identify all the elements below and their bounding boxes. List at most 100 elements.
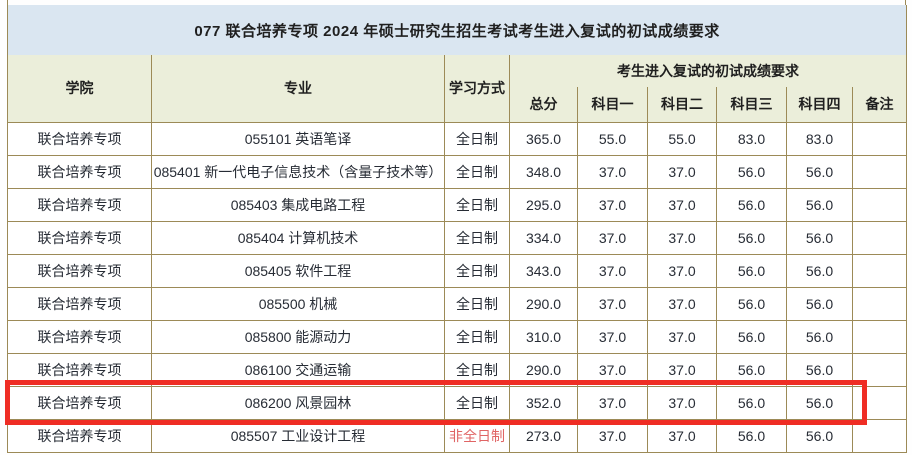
cell-note bbox=[851, 220, 908, 255]
header-row-2: 总分 科目一 科目二 科目三 科目四 备注 bbox=[8, 87, 908, 123]
cell-s3: 56.0 bbox=[716, 154, 787, 189]
cell-college: 联合培养专项 bbox=[7, 418, 152, 453]
cell-s1: 37.0 bbox=[577, 286, 648, 321]
cell-mode: 全日制 bbox=[444, 121, 510, 156]
cell-s2: 37.0 bbox=[647, 154, 717, 189]
cell-major: 085401 新一代电子信息技术（含量子技术等） bbox=[151, 154, 445, 189]
cell-mode: 非全日制 bbox=[444, 418, 510, 453]
score-group-header: 考生进入复试的初试成绩要求 bbox=[508, 55, 908, 87]
page-title: 077 联合培养专项 2024 年硕士研究生招生考试考生进入复试的初试成绩要求 bbox=[6, 5, 908, 55]
cell-s4: 56.0 bbox=[786, 154, 853, 189]
column-header-mode: 学习方式 bbox=[444, 55, 510, 123]
cell-s4: 56.0 bbox=[786, 418, 853, 453]
table-row-highlighted: 联合培养专项 086200 风景园林 全日制 352.0 37.0 37.0 56.0 56.… bbox=[7, 385, 908, 420]
cell-note bbox=[851, 319, 908, 354]
cell-s3: 56.0 bbox=[716, 253, 787, 288]
cell-major: 086100 交通运输 bbox=[151, 352, 445, 387]
cell-mode: 全日制 bbox=[444, 220, 510, 255]
column-header-college: 学院 bbox=[7, 55, 152, 123]
column-header-subject3: 科目三 bbox=[716, 87, 787, 123]
table-row: 联合培养专项 086100 交通运输 全日制 290.0 37.0 37.0 56.0 56.… bbox=[7, 352, 908, 387]
cell-note bbox=[851, 187, 908, 222]
cell-s2: 37.0 bbox=[647, 319, 717, 354]
cell-note bbox=[851, 418, 908, 453]
cell-s1: 37.0 bbox=[577, 352, 648, 387]
column-header-note: 备注 bbox=[851, 87, 908, 123]
cell-s4: 56.0 bbox=[786, 352, 853, 387]
cell-note bbox=[851, 352, 908, 387]
cell-mode: 全日制 bbox=[444, 187, 510, 222]
cell-total: 290.0 bbox=[509, 352, 578, 387]
cell-mode: 全日制 bbox=[444, 253, 510, 288]
cell-total: 365.0 bbox=[509, 121, 578, 156]
cell-s2: 37.0 bbox=[647, 286, 717, 321]
cell-total: 334.0 bbox=[509, 220, 578, 255]
cell-college: 联合培养专项 bbox=[7, 187, 152, 222]
table-outer-border-right bbox=[905, 0, 906, 6]
cell-s1: 37.0 bbox=[577, 319, 648, 354]
cell-total: 273.0 bbox=[509, 418, 578, 453]
cell-college: 联合培养专项 bbox=[7, 352, 152, 387]
cell-mode: 全日制 bbox=[444, 286, 510, 321]
cell-s1: 55.0 bbox=[577, 121, 648, 156]
cell-mode: 全日制 bbox=[444, 319, 510, 354]
cell-s1: 37.0 bbox=[577, 253, 648, 288]
table-row: 联合培养专项 055101 英语笔译 全日制 365.0 55.0 55.0 83.0 83.… bbox=[7, 121, 908, 156]
cell-major: 085403 集成电路工程 bbox=[151, 187, 445, 222]
cell-s2: 37.0 bbox=[647, 220, 717, 255]
table-row: 联合培养专项 085800 能源动力 全日制 310.0 37.0 37.0 56.0 56.… bbox=[7, 319, 908, 354]
cell-college: 联合培养专项 bbox=[7, 154, 152, 189]
cell-note bbox=[851, 286, 908, 321]
cell-s1: 37.0 bbox=[577, 418, 648, 453]
header-row-1: 学院 专业 学习方式 考生进入复试的初试成绩要求 bbox=[7, 55, 908, 123]
cell-s1: 37.0 bbox=[577, 154, 648, 189]
cell-total: 295.0 bbox=[509, 187, 578, 222]
cell-s4: 56.0 bbox=[786, 319, 853, 354]
cell-major: 085507 工业设计工程 bbox=[151, 418, 445, 453]
cell-s3: 56.0 bbox=[716, 187, 787, 222]
cell-college: 联合培养专项 bbox=[7, 220, 152, 255]
cell-college: 联合培养专项 bbox=[7, 253, 152, 288]
cell-mode: 全日制 bbox=[444, 385, 510, 420]
cell-s3: 56.0 bbox=[716, 220, 787, 255]
cell-s2: 37.0 bbox=[647, 187, 717, 222]
cell-s2: 37.0 bbox=[647, 253, 717, 288]
cell-s3: 56.0 bbox=[716, 319, 787, 354]
cell-s4: 56.0 bbox=[786, 187, 853, 222]
cell-s4: 56.0 bbox=[786, 253, 853, 288]
cell-s1: 37.0 bbox=[577, 385, 648, 420]
table-body: 联合培养专项 055101 英语笔译 全日制 365.0 55.0 55.0 83.0 83.… bbox=[7, 121, 908, 453]
cell-major: 085405 软件工程 bbox=[151, 253, 445, 288]
column-header-major: 专业 bbox=[151, 55, 445, 123]
cell-note bbox=[851, 121, 908, 156]
column-header-total: 总分 bbox=[509, 87, 578, 123]
cell-total: 290.0 bbox=[509, 286, 578, 321]
table-row: 联合培养专项 085500 机械 全日制 290.0 37.0 37.0 56.0 56.0 bbox=[7, 286, 908, 321]
table-row: 联合培养专项 085401 新一代电子信息技术（含量子技术等） 全日制 348.0 37… bbox=[7, 154, 908, 189]
cell-s4: 56.0 bbox=[786, 385, 853, 420]
cell-major: 055101 英语笔译 bbox=[151, 121, 445, 156]
cell-s2: 37.0 bbox=[647, 418, 717, 453]
table-outer-border-left bbox=[7, 0, 8, 6]
cell-s4: 56.0 bbox=[786, 220, 853, 255]
cell-mode: 全日制 bbox=[444, 352, 510, 387]
table-row: 联合培养专项 085404 计算机技术 全日制 334.0 37.0 37.0 56.0 56… bbox=[7, 220, 908, 255]
cell-s3: 56.0 bbox=[716, 418, 787, 453]
cell-total: 310.0 bbox=[509, 319, 578, 354]
cell-note bbox=[851, 253, 908, 288]
column-header-subject4: 科目四 bbox=[786, 87, 853, 123]
cell-s2: 37.0 bbox=[647, 385, 717, 420]
table-row: 联合培养专项 085403 集成电路工程 全日制 295.0 37.0 37.0 56.0 5… bbox=[7, 187, 908, 222]
cell-note bbox=[851, 154, 908, 189]
cell-major: 086200 风景园林 bbox=[151, 385, 445, 420]
cell-note bbox=[851, 385, 908, 420]
cell-college: 联合培养专项 bbox=[7, 385, 152, 420]
cell-college: 联合培养专项 bbox=[7, 121, 152, 156]
cell-total: 348.0 bbox=[509, 154, 578, 189]
cell-major: 085800 能源动力 bbox=[151, 319, 445, 354]
cell-s3: 83.0 bbox=[716, 121, 787, 156]
column-header-subject1: 科目一 bbox=[577, 87, 648, 123]
cell-total: 343.0 bbox=[509, 253, 578, 288]
column-header-subject2: 科目二 bbox=[647, 87, 717, 123]
title-row: 077 联合培养专项 2024 年硕士研究生招生考试考生进入复试的初试成绩要求 bbox=[6, 5, 908, 55]
